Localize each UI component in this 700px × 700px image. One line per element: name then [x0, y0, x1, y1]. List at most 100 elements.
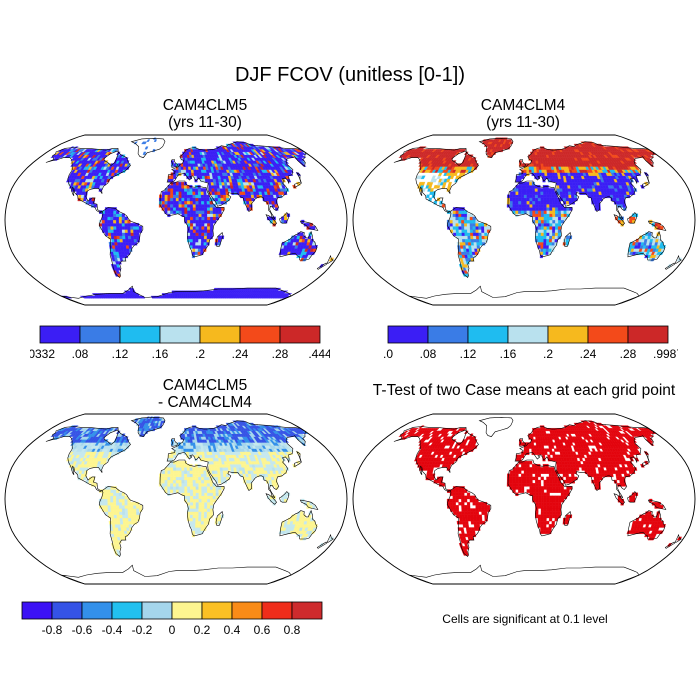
grid-cell — [198, 508, 202, 512]
grid-cell — [104, 489, 109, 493]
grid-cell — [455, 213, 459, 217]
grid-cell — [543, 241, 547, 246]
grid-cell — [195, 219, 199, 224]
grid-cell — [549, 216, 553, 221]
grid-cell — [472, 226, 476, 230]
colorbar-swatch — [39, 325, 81, 344]
grid-cell — [554, 197, 558, 202]
grid-cell — [568, 194, 572, 199]
grid-cell — [187, 483, 191, 487]
grid-cell — [523, 207, 527, 211]
grid-cell — [204, 210, 208, 214]
grid-cell — [452, 219, 456, 224]
panel1-colorbar: .0332.08.12.16.2.24.28.444 — [30, 325, 330, 361]
grid-cell — [125, 238, 129, 243]
grid-cell — [189, 238, 193, 243]
panel1-map — [4, 134, 348, 306]
grid-cell — [175, 464, 179, 468]
grid-cell — [175, 290, 179, 294]
grid-cell — [557, 232, 561, 236]
grid-cell — [526, 191, 530, 195]
panel1-title-block: CAM4CLM5 (yrs 11-30) — [60, 97, 350, 131]
grid-cell — [546, 213, 550, 217]
grid-cell — [189, 200, 194, 205]
grid-cell — [194, 251, 199, 255]
grid-cell — [164, 486, 168, 490]
grid-cell — [104, 226, 109, 230]
grid-cell — [170, 454, 174, 459]
map-border — [352, 134, 696, 306]
grid-cell — [164, 476, 168, 481]
grid-cell — [130, 505, 134, 509]
grid-cell — [472, 219, 476, 224]
grid-cell — [526, 204, 530, 208]
grid-cell — [469, 229, 474, 233]
grid-cell — [509, 139, 512, 142]
grid-cell — [526, 166, 530, 170]
grid-cell — [268, 483, 273, 487]
grid-cell — [179, 293, 183, 297]
grid-cell — [481, 229, 485, 233]
grid-cell — [470, 232, 474, 236]
grid-cell — [181, 483, 185, 487]
grid-cell — [195, 188, 199, 192]
grid-cell — [540, 216, 545, 221]
grid-cell — [212, 210, 216, 214]
grid-cell — [173, 295, 177, 299]
grid-cell — [197, 470, 202, 474]
grid-cell — [549, 232, 553, 236]
grid-cell — [455, 226, 459, 230]
grid-cell — [124, 498, 128, 503]
grid-cell — [537, 191, 541, 195]
grid-cell — [113, 223, 117, 227]
grid-cell — [167, 197, 171, 202]
grid-cell — [201, 226, 205, 230]
grid-cell — [458, 219, 462, 224]
grid-cell — [128, 524, 133, 528]
grid-cell — [200, 517, 205, 522]
grid-cell — [546, 197, 550, 202]
grid-cell — [197, 248, 201, 252]
grid-cell — [124, 511, 129, 515]
grid-cell — [461, 232, 465, 236]
grid-cell — [130, 502, 134, 506]
grid-cell — [110, 223, 114, 227]
grid-cell — [192, 486, 197, 490]
grid-cell — [113, 216, 117, 221]
grid-cell — [110, 229, 114, 233]
grid-cell — [195, 197, 199, 202]
grid-cell — [214, 470, 218, 474]
grid-cell — [170, 175, 174, 180]
grid-cell — [110, 226, 114, 230]
grid-cell — [173, 200, 177, 205]
grid-cell — [200, 238, 205, 243]
grid-cell — [479, 241, 483, 246]
grid-cell — [107, 216, 111, 221]
grid-cell — [192, 517, 196, 522]
grid-cell — [144, 146, 149, 150]
grid-cell — [549, 226, 553, 230]
grid-cell — [104, 508, 109, 512]
grid-cell — [170, 194, 174, 199]
grid-cell — [551, 241, 555, 246]
grid-cell — [187, 479, 191, 484]
grid-cell — [167, 191, 171, 195]
grid-cell — [198, 479, 202, 484]
grid-cell — [209, 226, 214, 230]
grid-cell — [118, 226, 123, 230]
grid-cell — [521, 200, 525, 205]
grid-cell — [198, 520, 202, 525]
grid-cell — [449, 226, 454, 230]
colorbar-tick-label: .2 — [543, 347, 553, 361]
grid-cell — [518, 191, 522, 195]
grid-cell — [133, 235, 137, 240]
grid-cell — [121, 223, 125, 227]
grid-cell — [540, 245, 544, 249]
coastline-australia — [627, 230, 666, 261]
grid-cell — [220, 194, 224, 199]
grid-cell — [198, 473, 202, 478]
grid-cell — [127, 505, 131, 509]
grid-cell — [201, 210, 205, 214]
grid-cell — [121, 498, 125, 503]
grid-cell — [546, 200, 550, 205]
